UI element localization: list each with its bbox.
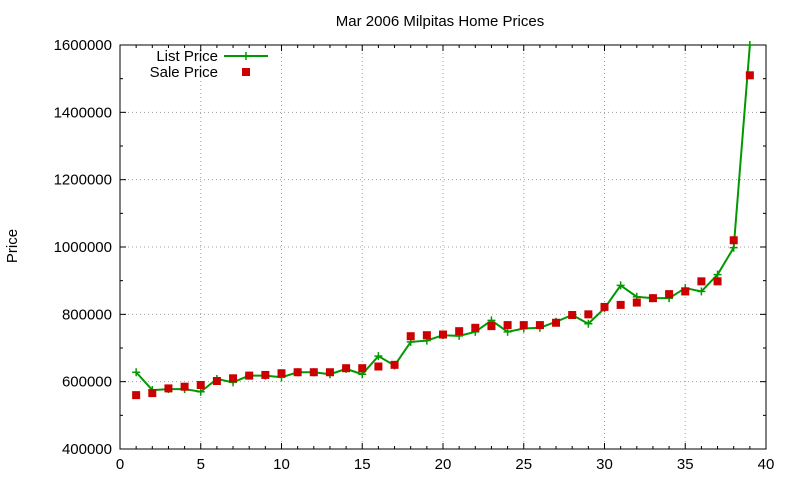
data-point-sale-price	[277, 369, 286, 378]
legend-label-list-price: List Price	[156, 48, 218, 65]
data-point-sale-price	[455, 327, 464, 336]
legend-marker-list-price	[242, 52, 250, 60]
data-point-sale-price	[390, 360, 399, 369]
data-point-sale-price	[632, 298, 641, 307]
data-point-sale-price	[584, 310, 593, 319]
data-point-list-price	[584, 319, 593, 328]
chart-title: Mar 2006 Milpitas Home Prices	[336, 13, 544, 30]
data-point-list-price	[374, 352, 383, 361]
data-point-sale-price	[665, 290, 674, 299]
x-tick-label: 30	[596, 456, 613, 473]
data-point-sale-price	[439, 330, 447, 339]
data-point-sale-price	[245, 371, 254, 380]
data-point-sale-price	[293, 368, 302, 377]
data-point-sale-price	[196, 381, 205, 390]
x-tick-label: 35	[677, 456, 694, 473]
x-tick-label: 25	[515, 456, 532, 473]
data-point-sale-price	[745, 71, 754, 80]
legend-label-sale-price: Sale Price	[150, 64, 218, 81]
data-point-sale-price	[406, 332, 415, 341]
series-layer	[132, 41, 754, 400]
y-tick-label: 600000	[62, 374, 112, 391]
data-point-sale-price	[342, 364, 351, 373]
y-tick-label: 800000	[62, 306, 112, 323]
y-axis-label: Price	[4, 229, 21, 263]
data-point-sale-price	[132, 391, 141, 400]
data-point-sale-price	[229, 374, 238, 383]
data-point-list-price	[745, 41, 754, 49]
legend-sample-sale-price	[242, 68, 250, 76]
legend-sample-list-price	[224, 52, 268, 60]
data-point-sale-price	[309, 368, 318, 377]
data-point-sale-price	[616, 300, 625, 309]
data-point-sale-price	[261, 370, 270, 379]
data-point-list-price	[196, 387, 205, 396]
data-point-sale-price	[358, 364, 367, 373]
y-tick-label: 1400000	[54, 104, 112, 121]
data-point-sale-price	[535, 321, 544, 330]
data-point-sale-price	[503, 321, 512, 330]
data-point-sale-price	[164, 384, 173, 393]
x-tick-label: 10	[273, 456, 290, 473]
data-point-sale-price	[148, 389, 157, 398]
data-point-sale-price	[681, 287, 690, 296]
data-point-sale-price	[729, 236, 738, 245]
data-point-list-price	[503, 327, 512, 336]
legend: List Price Sale Price	[150, 48, 268, 81]
x-tick-label: 40	[758, 456, 775, 473]
data-point-list-price	[132, 368, 141, 377]
data-point-list-price	[713, 270, 722, 279]
y-tick-label: 1000000	[54, 239, 112, 256]
data-point-sale-price	[552, 318, 561, 327]
data-point-sale-price	[713, 277, 722, 286]
y-tick-label: 1200000	[54, 172, 112, 189]
data-point-list-price	[697, 287, 706, 296]
legend-marker-sale-price	[242, 68, 250, 76]
data-point-list-price	[729, 243, 738, 252]
series-sale-price	[132, 71, 754, 400]
data-point-sale-price	[180, 382, 189, 391]
x-tick-label: 15	[354, 456, 371, 473]
data-point-sale-price	[487, 322, 496, 331]
data-point-sale-price	[519, 321, 528, 330]
y-tick-label: 1600000	[54, 37, 112, 54]
data-point-sale-price	[471, 323, 480, 332]
data-point-sale-price	[600, 302, 609, 311]
x-tick-label: 5	[197, 456, 205, 473]
axis-ticks: 0 5 10 15 20 25 30 35 40 400000 600000 800000 100000…	[54, 37, 775, 473]
data-point-sale-price	[325, 368, 334, 377]
y-tick-label: 400000	[62, 441, 112, 458]
data-point-sale-price	[568, 311, 577, 320]
x-tick-label: 20	[435, 456, 452, 473]
data-point-list-price	[616, 281, 625, 290]
data-point-sale-price	[648, 294, 657, 303]
data-point-sale-price	[212, 376, 221, 385]
x-tick-label: 0	[116, 456, 124, 473]
data-point-sale-price	[374, 362, 383, 371]
data-point-sale-price	[422, 331, 431, 340]
data-point-sale-price	[697, 277, 706, 286]
